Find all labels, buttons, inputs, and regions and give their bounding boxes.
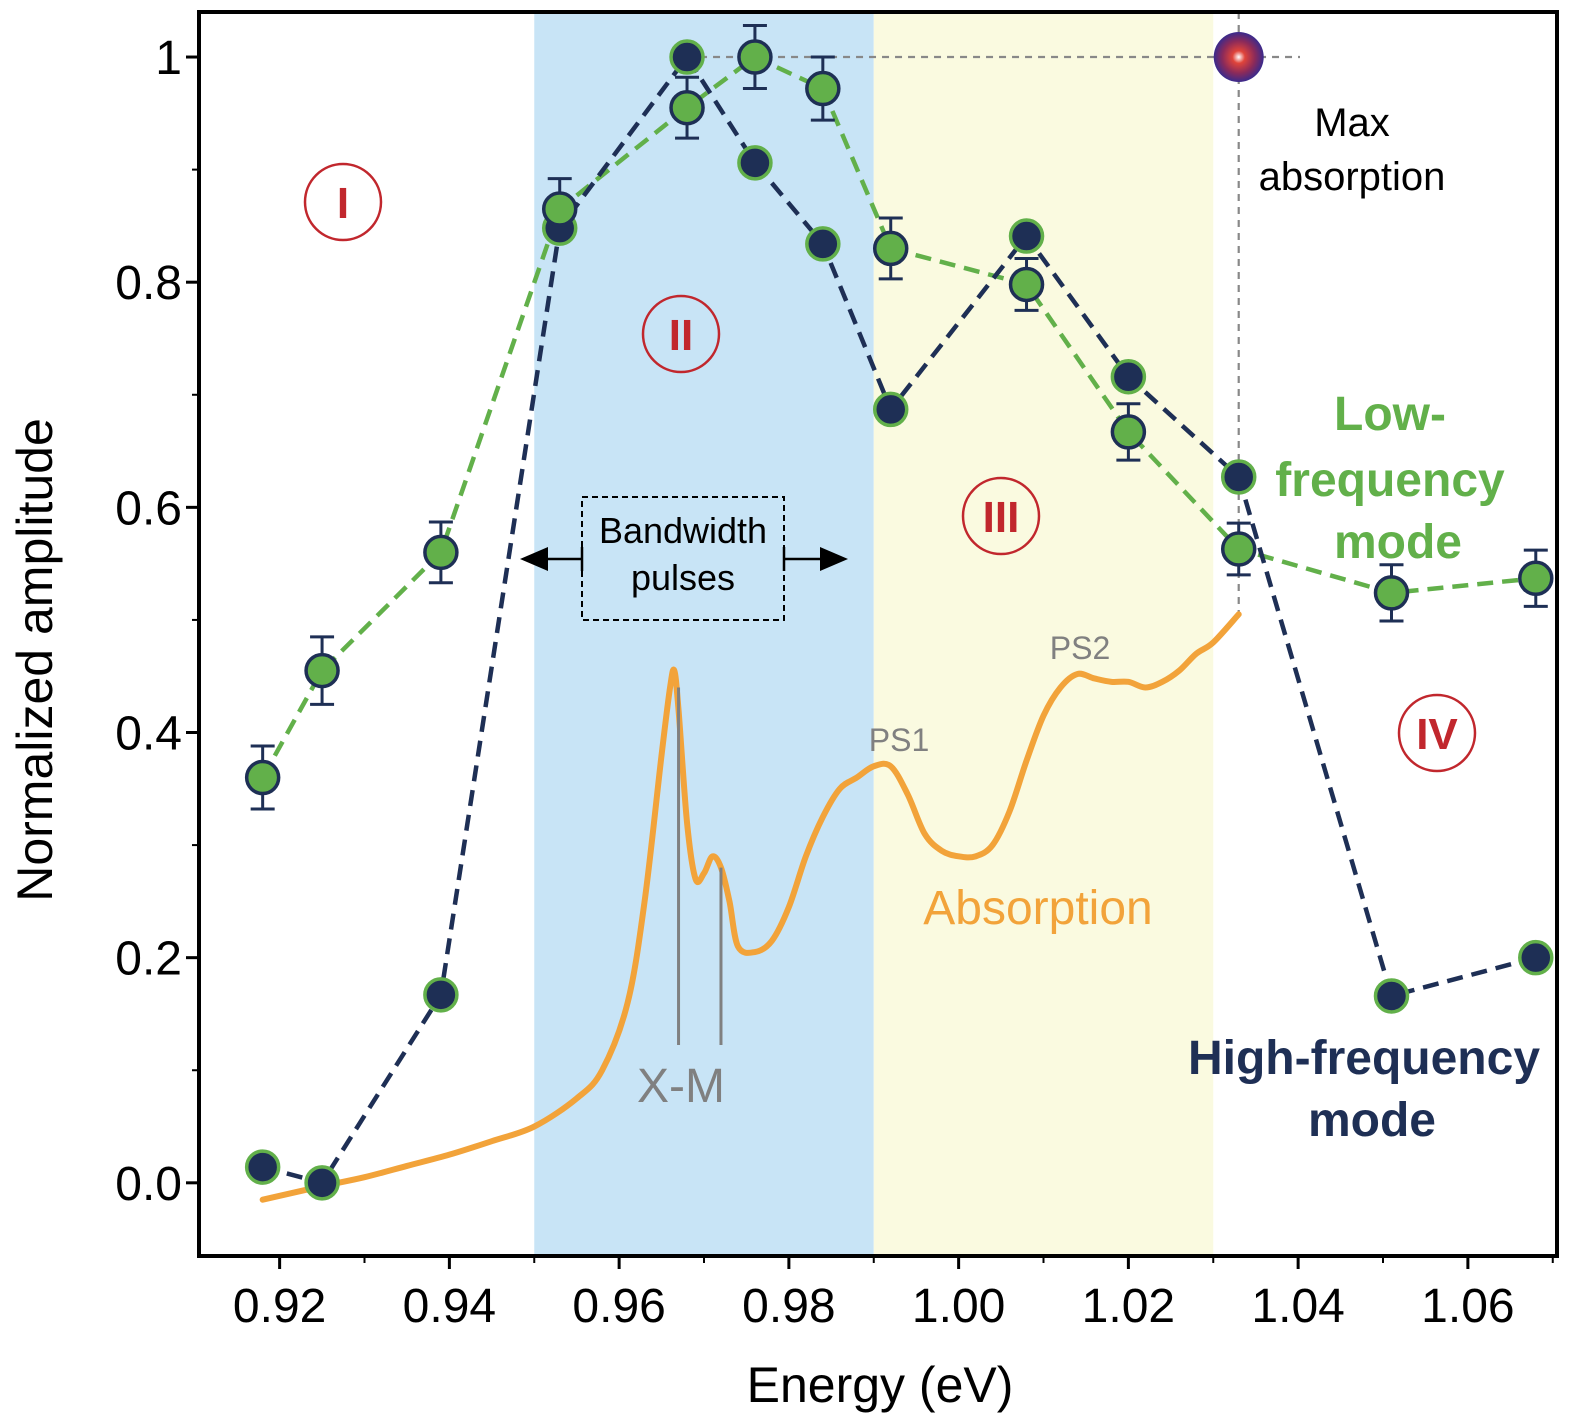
- high-frequency-point: [1518, 939, 1554, 976]
- x-axis-label: Energy (eV): [747, 1357, 1014, 1413]
- series-layer: [244, 24, 1554, 1201]
- x-tick-label: 1.00: [912, 1280, 1005, 1333]
- high-frequency-point: [304, 1165, 340, 1201]
- high-frequency-label-line2: mode: [1308, 1094, 1436, 1147]
- y-axis-label: Normalized amplitude: [7, 418, 63, 902]
- low-frequency-point: [541, 191, 578, 227]
- low-frequency-point: [805, 70, 841, 107]
- axes: [186, 10, 1559, 1269]
- max-absorption-label-line2: absorption: [1259, 155, 1446, 199]
- absorption-layer: [259, 611, 1242, 1203]
- low-frequency-point: [669, 89, 705, 126]
- low-frequency-point: [872, 230, 909, 267]
- max-absorption-reference-lines: [687, 12, 1300, 615]
- low-frequency-point: [244, 759, 281, 796]
- ps2-label: PS2: [1050, 630, 1110, 666]
- high-frequency-point: [1110, 359, 1147, 395]
- high-frequency-point: [737, 145, 773, 181]
- absorption-label: Absorption: [923, 882, 1152, 935]
- absorption-curve: [259, 611, 1242, 1203]
- region-label-IV: IV: [1397, 693, 1477, 773]
- high-frequency-point: [423, 977, 459, 1013]
- x-tick-label: 1.02: [1082, 1280, 1175, 1333]
- low-frequency-point: [423, 534, 459, 571]
- region-label-III: III: [961, 476, 1041, 556]
- low-frequency-label-line1: Low-: [1334, 388, 1446, 441]
- max-absorption-label-line1: Max: [1314, 101, 1390, 145]
- high-frequency-point: [669, 39, 705, 75]
- x-tick-label: 1.04: [1251, 1280, 1344, 1333]
- xm-label: X-M: [637, 1060, 725, 1113]
- y-tick-label: 0.8: [115, 257, 182, 310]
- bandwidth-annotation: Bandwidth pulses: [520, 496, 848, 621]
- bandwidth-arrow-left-head: [520, 547, 548, 571]
- low-frequency-label-line3: mode: [1334, 516, 1462, 569]
- region-label-II: II: [641, 294, 721, 374]
- svg-text:IV: IV: [1416, 710, 1458, 759]
- x-tick-label: 1.06: [1421, 1280, 1514, 1333]
- high-frequency-point: [244, 1149, 281, 1185]
- high-frequency-label-line1: High-frequency: [1188, 1032, 1540, 1085]
- low-frequency-point: [1518, 560, 1554, 597]
- high-frequency-point: [1008, 218, 1045, 254]
- y-tick-label: 0.0: [115, 1158, 182, 1211]
- x-tick-label: 0.96: [572, 1280, 665, 1333]
- plot-frame: [197, 10, 1559, 1258]
- low-frequency-point: [1110, 414, 1147, 450]
- high-frequency-point: [1373, 978, 1410, 1014]
- max-absorption-sphere: [1213, 32, 1264, 83]
- y-tick-label: 0.2: [115, 933, 182, 986]
- y-tick-label: 0.4: [115, 708, 182, 761]
- y-tick-label: 1: [155, 32, 182, 85]
- x-tick-label: 0.98: [742, 1280, 835, 1333]
- low-frequency-point: [1008, 266, 1045, 303]
- region-label-I: I: [303, 162, 383, 242]
- bandwidth-label-line1: Bandwidth: [599, 510, 767, 551]
- low-frequency-point: [1220, 531, 1257, 567]
- svg-text:I: I: [337, 179, 349, 228]
- svg-text:III: III: [983, 493, 1020, 542]
- bandwidth-label-line2: pulses: [631, 557, 735, 598]
- high-frequency-point: [872, 391, 909, 428]
- ps1-label: PS1: [869, 722, 929, 758]
- x-tick-label: 0.94: [403, 1280, 496, 1333]
- region-shading: [534, 12, 1214, 1256]
- tick-labels: 0.92 0.94 0.96 0.98 1.00 1.02 1.04 1.06 0.0 0.2 0.…: [115, 32, 1514, 1333]
- low-frequency-point: [737, 39, 773, 75]
- svg-text:II: II: [669, 311, 693, 360]
- high-frequency-point: [1220, 459, 1257, 495]
- x-tick-label: 0.92: [233, 1280, 326, 1333]
- y-tick-label: 0.6: [115, 482, 182, 535]
- bandwidth-arrow-right-head: [820, 547, 848, 571]
- low-frequency-point: [1373, 575, 1410, 611]
- high-frequency-point: [805, 226, 841, 262]
- low-frequency-point: [304, 652, 340, 689]
- low-frequency-label-line2: frequency: [1275, 454, 1505, 507]
- region-III-shading: [873, 12, 1214, 1256]
- region-II-shading: [534, 12, 874, 1256]
- max-absorption-marker: [1213, 32, 1264, 83]
- xm-markers: [677, 687, 723, 1045]
